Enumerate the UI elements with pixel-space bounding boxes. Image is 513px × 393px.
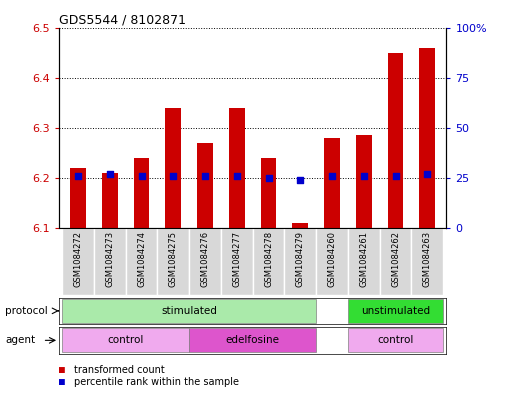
Bar [62, 299, 316, 323]
Text: GSM1084272: GSM1084272 [73, 231, 83, 287]
Bar [133, 158, 149, 228]
Point [201, 173, 209, 179]
Point [74, 173, 82, 179]
Bar [348, 228, 380, 295]
Text: ■: ■ [59, 377, 65, 387]
Point [328, 173, 336, 179]
Point [264, 175, 272, 181]
Point [137, 173, 146, 179]
Bar [324, 138, 340, 228]
Text: GSM1084274: GSM1084274 [137, 231, 146, 287]
Bar [411, 228, 443, 295]
Bar [157, 228, 189, 295]
Bar [388, 53, 403, 228]
Bar [189, 328, 316, 353]
Bar [380, 228, 411, 295]
Bar [197, 143, 213, 228]
Bar [419, 48, 435, 228]
Point [391, 173, 400, 179]
Bar [348, 328, 443, 353]
Bar [62, 228, 94, 295]
Bar [126, 228, 157, 295]
Text: transformed count: transformed count [74, 365, 165, 375]
Point [423, 171, 431, 177]
Bar [292, 223, 308, 228]
Text: control: control [108, 335, 144, 345]
Text: agent: agent [5, 335, 35, 345]
Bar [62, 328, 189, 353]
Bar [70, 168, 86, 228]
Bar [261, 158, 277, 228]
Text: edelfosine: edelfosine [226, 335, 280, 345]
Text: stimulated: stimulated [161, 306, 217, 316]
Text: GSM1084275: GSM1084275 [169, 231, 178, 287]
Text: ■: ■ [59, 365, 65, 375]
Bar [284, 228, 316, 295]
Bar [102, 173, 117, 228]
Text: GSM1084279: GSM1084279 [296, 231, 305, 287]
Text: GSM1084278: GSM1084278 [264, 231, 273, 287]
Bar [348, 299, 443, 323]
Point [360, 173, 368, 179]
Text: GSM1084261: GSM1084261 [359, 231, 368, 287]
Text: unstimulated: unstimulated [361, 306, 430, 316]
Bar [229, 108, 245, 228]
Bar [165, 108, 181, 228]
Text: GSM1084276: GSM1084276 [201, 231, 209, 287]
Point [296, 177, 304, 183]
Bar [94, 228, 126, 295]
Bar [253, 228, 284, 295]
Text: control: control [378, 335, 413, 345]
Text: GSM1084273: GSM1084273 [105, 231, 114, 287]
Bar [356, 135, 372, 228]
Text: GSM1084277: GSM1084277 [232, 231, 241, 287]
Bar [221, 228, 253, 295]
Point [169, 173, 177, 179]
Text: protocol: protocol [5, 306, 48, 316]
Point [233, 173, 241, 179]
Bar [316, 228, 348, 295]
Text: GDS5544 / 8102871: GDS5544 / 8102871 [59, 13, 186, 26]
Bar [189, 228, 221, 295]
Text: GSM1084262: GSM1084262 [391, 231, 400, 287]
Text: percentile rank within the sample: percentile rank within the sample [74, 377, 240, 387]
Text: GSM1084263: GSM1084263 [423, 231, 432, 287]
Text: GSM1084260: GSM1084260 [327, 231, 337, 287]
Point [106, 171, 114, 177]
